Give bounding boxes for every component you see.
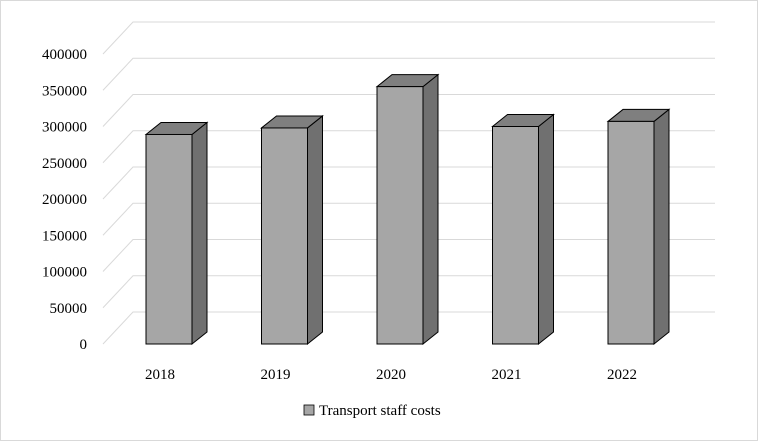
bar-2020 — [375, 73, 440, 346]
bars — [144, 73, 671, 346]
y-tick-label: 50000 — [50, 301, 88, 317]
bar-2021 — [491, 113, 555, 346]
y-tick-label: 100000 — [42, 265, 87, 281]
y-tick-label: 0 — [80, 337, 88, 353]
bar-2018 — [144, 121, 209, 346]
y-tick-label: 350000 — [42, 83, 87, 99]
bar-side-face — [538, 113, 554, 346]
bar-side-face — [191, 121, 208, 346]
y-tick-label: 150000 — [42, 228, 87, 244]
x-tick-label: 2019 — [261, 367, 291, 383]
y-axis-tick-labels: 0 50000 100000 150000 200000 250000 300000 3500… — [42, 47, 87, 353]
y-tick-label: 400000 — [42, 47, 87, 63]
legend: Transport staff costs — [303, 403, 441, 419]
gridline — [102, 94, 715, 127]
gridline — [102, 57, 715, 91]
x-axis-tick-labels: 2018 2019 2020 2021 2022 — [145, 367, 637, 383]
x-tick-label: 2021 — [492, 367, 522, 383]
gridlines — [102, 21, 715, 345]
gridline — [102, 21, 715, 55]
bar-front-face — [145, 133, 193, 345]
bar-side-face — [422, 73, 439, 346]
bar-side-face — [307, 114, 323, 346]
legend-label: Transport staff costs — [319, 403, 441, 419]
bar-side-face — [653, 108, 670, 346]
x-tick-label: 2022 — [607, 367, 637, 383]
y-tick-label: 250000 — [42, 156, 87, 172]
bar-front-face — [376, 86, 424, 345]
y-tick-label: 200000 — [42, 192, 87, 208]
x-tick-label: 2018 — [145, 367, 175, 383]
bar-2022 — [606, 108, 671, 346]
x-tick-label: 2020 — [376, 367, 406, 383]
bar-front-face — [261, 127, 308, 345]
legend-swatch — [303, 404, 315, 416]
bar-2019 — [260, 114, 324, 346]
y-tick-label: 300000 — [42, 120, 87, 136]
bar-front-face — [607, 120, 655, 345]
bar-front-face — [492, 126, 539, 345]
